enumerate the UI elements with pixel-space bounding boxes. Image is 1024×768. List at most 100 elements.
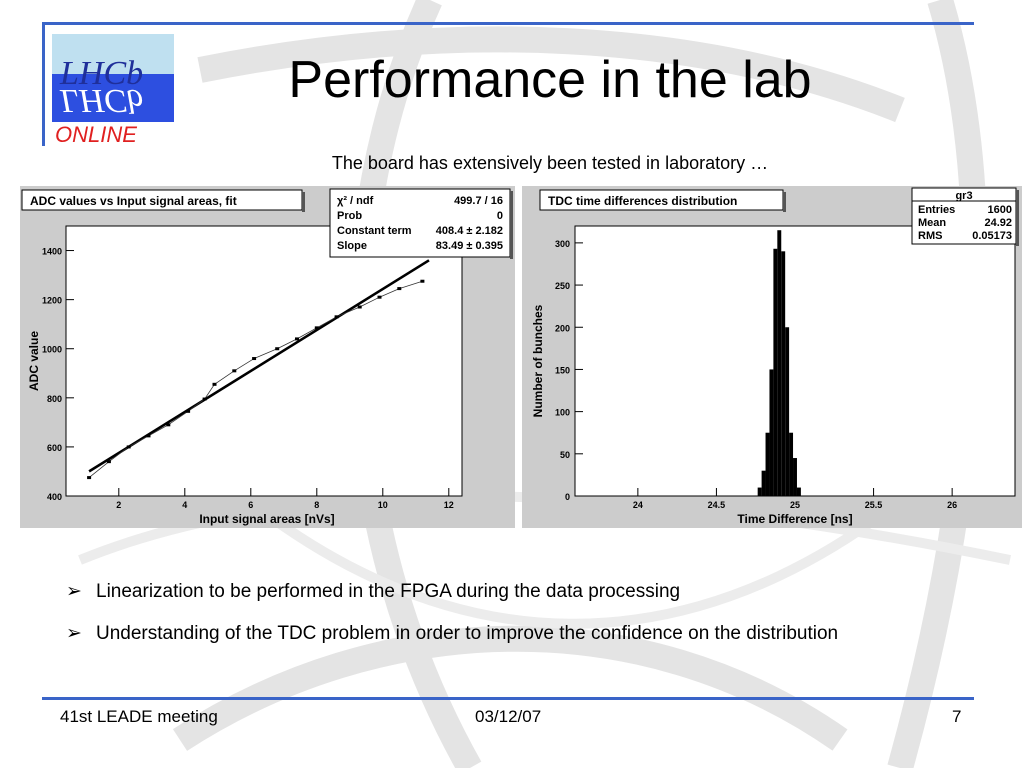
footer-page-number: 7 — [952, 707, 962, 726]
adc-x-tick-label: 10 — [378, 500, 388, 510]
bullet-text: Linearization to be performed in the FPG… — [96, 581, 681, 602]
adc-stat-value: 0 — [497, 210, 503, 222]
adc-x-axis-label: Input signal areas [nVs] — [199, 512, 334, 526]
adc-data-point — [212, 382, 217, 386]
tdc-stat-value: 24.92 — [984, 217, 1012, 229]
tdc-histogram-bar — [793, 458, 797, 496]
tdc-x-tick-label: 25 — [790, 500, 800, 510]
adc-data-point — [146, 434, 151, 438]
adc-y-axis-label: ADC value — [27, 331, 41, 391]
tdc-y-axis-label: Number of bunches — [531, 304, 545, 417]
tdc-x-tick-label: 26 — [947, 500, 957, 510]
adc-stat-value: 83.49 ± 0.395 — [436, 240, 503, 252]
adc-title: ADC values vs Input signal areas, fit — [30, 194, 237, 208]
logo-top-text: LHCb — [59, 55, 143, 92]
left-rule — [42, 22, 45, 146]
adc-x-tick-label: 4 — [182, 500, 187, 510]
adc-y-tick-label: 1200 — [42, 296, 62, 306]
tdc-stat-label: Mean — [918, 217, 946, 229]
tdc-stat-value: 0.05173 — [972, 230, 1012, 242]
tdc-y-tick-label: 50 — [560, 450, 570, 460]
adc-data-point — [357, 305, 362, 309]
tdc-histogram-bar — [789, 432, 794, 496]
bottom-rule — [42, 697, 974, 700]
tdc-chart-panel: 0 50 100 150 200 250 300 24 24.5 25 25.5 26 TDC ti… — [522, 186, 1022, 528]
tdc-stats-box — [911, 187, 1017, 245]
tdc-histogram-bar — [785, 327, 790, 496]
adc-data-point — [126, 445, 131, 449]
tdc-stat-label: Entries — [918, 204, 955, 216]
adc-data-point — [186, 409, 191, 413]
adc-x-tick-label: 8 — [314, 500, 319, 510]
adc-data-point — [295, 337, 299, 341]
footer-meeting: 41st LEADE meeting — [60, 707, 218, 726]
adc-data-point — [334, 315, 339, 319]
adc-stat-label: Slope — [337, 240, 367, 252]
bullet-tdc-problem: ➢ Understanding of the TDC problem in ord… — [66, 622, 838, 645]
footer-date: 03/12/07 — [475, 707, 542, 726]
tdc-x-tick-label: 24 — [633, 500, 643, 510]
tdc-histogram-bar — [757, 487, 762, 496]
tdc-histogram-bar — [777, 230, 782, 496]
tdc-y-tick-label: 100 — [555, 408, 570, 418]
adc-x-tick-label: 12 — [444, 500, 454, 510]
adc-data-point — [252, 357, 257, 361]
top-rule — [42, 22, 974, 25]
tdc-y-tick-label: 0 — [565, 492, 570, 502]
lhcb-online-logo: LHCb LHCb ONLINE — [52, 34, 174, 146]
adc-stat-label: Constant term — [337, 225, 412, 237]
tdc-chart: 0 50 100 150 200 250 300 24 24.5 25 25.5 26 TDC ti… — [531, 187, 1019, 526]
arrow-bullet-icon: ➢ — [66, 623, 82, 644]
adc-x-tick-label: 2 — [116, 500, 121, 510]
tdc-histogram-bar — [761, 470, 766, 496]
slide-title: Performance in the lab — [288, 51, 812, 109]
tdc-y-tick-label: 300 — [555, 239, 570, 249]
tdc-x-tick-label: 25.5 — [865, 500, 883, 510]
adc-data-point — [202, 397, 207, 401]
tdc-y-tick-label: 250 — [555, 281, 570, 291]
tdc-x-axis-label: Time Difference [ns] — [737, 512, 852, 526]
bullet-text: Understanding of the TDC problem in orde… — [96, 623, 839, 644]
bullet-linearization: ➢ Linearization to be performed in the FP… — [66, 580, 680, 603]
adc-x-tick-label: 6 — [248, 500, 253, 510]
tdc-stat-value: 1600 — [988, 204, 1012, 216]
adc-data-point — [166, 423, 171, 427]
adc-stats-box — [329, 188, 511, 258]
adc-data-point — [377, 295, 382, 299]
adc-data-point — [397, 287, 402, 291]
adc-data-point — [314, 326, 319, 330]
adc-data-point — [106, 460, 111, 464]
adc-stat-value: 408.4 ± 2.182 — [436, 225, 503, 237]
adc-data-point — [420, 279, 425, 283]
adc-stat-label: Prob — [337, 210, 362, 222]
tdc-stats-name: gr3 — [955, 190, 972, 202]
adc-data-point — [232, 369, 237, 373]
adc-y-tick-label: 400 — [47, 492, 62, 502]
adc-fit-line — [88, 259, 430, 473]
tdc-plot-frame — [574, 225, 1016, 497]
adc-y-tick-label: 1400 — [42, 247, 62, 257]
tdc-y-tick-label: 200 — [555, 323, 570, 333]
tdc-histogram-bar — [769, 369, 774, 496]
logo-bottom-text: ONLINE — [55, 122, 137, 146]
adc-stat-value: 499.7 / 16 — [454, 195, 503, 207]
tdc-stat-label: RMS — [918, 230, 942, 242]
adc-plot-frame — [65, 225, 463, 497]
adc-y-tick-label: 600 — [47, 443, 62, 453]
slide-subtitle: The board has extensively been tested in… — [331, 153, 769, 173]
adc-data-point — [275, 347, 280, 351]
adc-y-tick-label: 800 — [47, 394, 62, 404]
adc-chart: 400 600 800 1000 1200 1400 2 4 6 8 10 12 ADC value… — [21, 188, 513, 526]
tdc-histogram-bar — [765, 432, 770, 496]
tdc-y-tick-label: 150 — [555, 365, 570, 375]
tdc-histogram-bar — [773, 248, 778, 496]
adc-stat-label: χ² / ndf — [337, 195, 374, 207]
tdc-histogram-bar — [796, 487, 801, 496]
adc-data-line — [88, 280, 423, 478]
adc-y-tick-label: 1000 — [42, 345, 62, 355]
arrow-bullet-icon: ➢ — [66, 581, 82, 602]
adc-data-point — [87, 476, 92, 480]
tdc-histogram-bar — [781, 251, 786, 496]
tdc-title: TDC time differences distribution — [548, 194, 737, 208]
adc-chart-panel: 400 600 800 1000 1200 1400 2 4 6 8 10 12 ADC value… — [20, 186, 515, 528]
